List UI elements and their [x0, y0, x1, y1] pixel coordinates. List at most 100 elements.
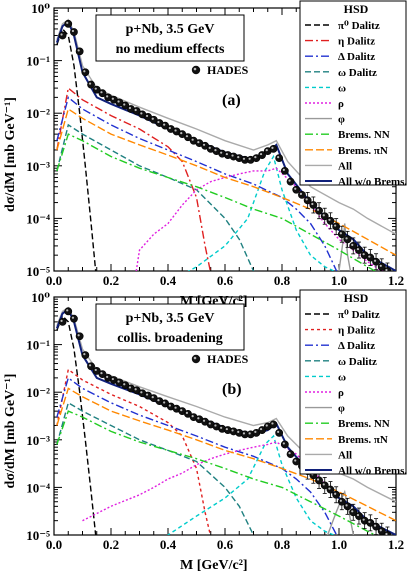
legend-entry-label: All w/o Brems. — [338, 465, 407, 477]
hades-point-highlight — [163, 401, 166, 404]
y-tick-label: 10⁻⁵ — [26, 528, 50, 543]
hades-point-highlight — [311, 202, 314, 206]
series-line — [187, 154, 336, 271]
legend-entry-label: ω — [338, 371, 346, 383]
hades-point-highlight — [299, 192, 303, 195]
x-tick-label: 0.6 — [217, 537, 234, 552]
legend-entry-label: All — [338, 449, 352, 461]
hades-point — [87, 362, 95, 371]
legend-entry-label: π⁰ Dalitz — [338, 309, 380, 321]
legend-entry-label: ω Dalitz — [338, 67, 377, 79]
hades-point-highlight — [328, 218, 331, 221]
hades-point-highlight — [157, 120, 160, 124]
legend-entry-label: η Dalitz — [338, 325, 375, 337]
hades-point-highlight — [351, 510, 354, 513]
hades-point-highlight — [128, 386, 132, 389]
hades-legend-marker — [191, 65, 201, 75]
legend-entry-label: All w/o Brems. — [338, 176, 407, 188]
hades-point-highlight — [373, 259, 377, 262]
hades-point-highlight — [282, 168, 285, 171]
hades-point-highlight — [237, 156, 240, 159]
legend-entry-label: φ — [338, 114, 345, 126]
hades-point-highlight — [214, 424, 217, 427]
hades-point — [366, 518, 375, 527]
hades-point-highlight — [373, 524, 377, 527]
x-tick-label: 0.8 — [274, 273, 291, 288]
hades-point — [377, 262, 386, 271]
hades-point — [315, 476, 323, 485]
legend-entry-label: Brems. NN — [338, 418, 390, 430]
hades-point-highlight — [185, 135, 189, 138]
legend-entry-label: Δ Dalitz — [338, 51, 375, 63]
legend-entry-label: φ — [338, 403, 345, 415]
y-tick-label: 10⁰ — [31, 1, 50, 16]
y-tick-label: 10⁰ — [31, 290, 50, 305]
hades-point-highlight — [305, 198, 308, 201]
x-tick-label: 0.8 — [274, 537, 291, 552]
hades-point-highlight — [242, 157, 246, 160]
hades-point-highlight — [294, 459, 297, 462]
hades-point-highlight — [316, 478, 320, 481]
hades-point — [92, 85, 101, 94]
hades-point — [98, 370, 107, 379]
hades-point — [258, 426, 266, 434]
hades-point-highlight — [334, 224, 337, 227]
series-line — [56, 376, 338, 535]
hades-point — [372, 257, 380, 266]
hades-point-highlight — [77, 334, 80, 337]
hades-point-highlight — [157, 399, 160, 402]
series-line — [56, 410, 377, 535]
hades-point-highlight — [60, 33, 63, 36]
hades-point-highlight — [88, 364, 92, 367]
hades-point-highlight — [197, 141, 200, 144]
hades-point — [320, 212, 329, 221]
hades-point — [75, 47, 84, 56]
legend-entry-label: η Dalitz — [338, 36, 375, 48]
hades-point-highlight — [185, 411, 189, 415]
hades-point-highlight — [271, 422, 274, 425]
hades-point — [81, 68, 90, 77]
hades-point-highlight — [191, 414, 194, 418]
hades-point-highlight — [231, 154, 234, 157]
hades-point — [269, 420, 278, 429]
hades-point-highlight — [254, 156, 257, 159]
hades-point-highlight — [248, 432, 251, 435]
hades-point-highlight — [94, 368, 97, 372]
hades-point — [275, 154, 284, 163]
hades-point-highlight — [111, 377, 114, 381]
hades-point — [161, 121, 170, 130]
hades-point — [326, 485, 335, 494]
hades-point — [280, 440, 289, 449]
hades-point-highlight — [225, 152, 228, 156]
hades-point — [70, 314, 78, 323]
hades-point-highlight — [83, 353, 86, 356]
hades-point-highlight — [351, 243, 354, 247]
x-axis-label: M [GeV/c²] — [180, 558, 248, 573]
y-axis-label: dσ/dM [mb GeV⁻¹] — [3, 97, 18, 212]
hades-point-highlight — [265, 424, 268, 427]
hades-legend-marker — [191, 354, 201, 364]
hades-point-highlight — [151, 117, 154, 120]
title-line: p+Nb, 3.5 GeV — [126, 311, 215, 326]
x-tick-label: 0.4 — [160, 273, 177, 288]
hades-point-highlight — [208, 146, 211, 149]
hades-point-highlight — [271, 146, 274, 149]
series-line — [135, 167, 384, 271]
y-tick-label: 10⁻³ — [26, 159, 50, 174]
hades-point — [377, 527, 386, 535]
hades-point-highlight — [316, 208, 320, 211]
x-tick-label: 1.2 — [388, 273, 404, 288]
series-line — [56, 368, 212, 535]
legend-title: HSD — [344, 2, 369, 16]
hades-point-highlight — [202, 419, 206, 422]
hades-point — [349, 508, 358, 517]
hades-point-highlight — [231, 429, 234, 432]
hades-point-highlight — [145, 393, 149, 396]
y-tick-label: 10⁻⁵ — [26, 264, 50, 279]
hades-point-highlight — [345, 237, 348, 240]
hades-point-highlight — [168, 126, 171, 130]
hades-point — [70, 28, 78, 36]
hades-point-highlight — [362, 253, 365, 256]
hades-point-highlight — [174, 406, 177, 409]
